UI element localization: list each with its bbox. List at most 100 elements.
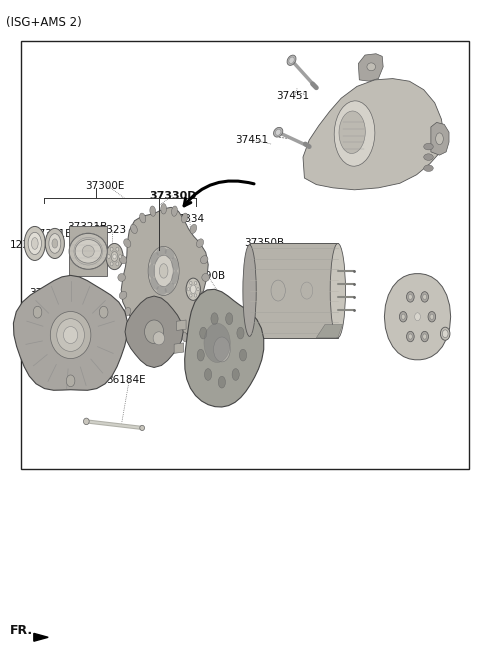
Ellipse shape — [111, 252, 118, 261]
Ellipse shape — [140, 332, 146, 342]
Polygon shape — [359, 54, 383, 81]
Ellipse shape — [330, 244, 346, 338]
Ellipse shape — [57, 319, 84, 351]
Ellipse shape — [50, 311, 91, 359]
Ellipse shape — [140, 425, 144, 430]
Polygon shape — [34, 633, 48, 641]
Ellipse shape — [276, 129, 281, 135]
Text: 37451: 37451 — [276, 91, 309, 101]
Ellipse shape — [120, 291, 127, 300]
Ellipse shape — [171, 271, 179, 284]
Ellipse shape — [49, 234, 61, 253]
Ellipse shape — [421, 331, 429, 342]
Text: 37342: 37342 — [401, 279, 434, 289]
Ellipse shape — [52, 239, 58, 248]
Polygon shape — [303, 79, 444, 190]
Ellipse shape — [161, 341, 167, 351]
Polygon shape — [125, 296, 183, 367]
Ellipse shape — [106, 244, 123, 269]
Polygon shape — [384, 274, 451, 360]
Ellipse shape — [211, 313, 218, 325]
Text: 37300E: 37300E — [85, 181, 124, 191]
Ellipse shape — [287, 55, 296, 66]
Ellipse shape — [186, 278, 200, 300]
Text: (ISG+AMS 2): (ISG+AMS 2) — [6, 16, 82, 29]
Polygon shape — [316, 325, 343, 338]
Ellipse shape — [423, 334, 427, 339]
Ellipse shape — [161, 204, 167, 214]
Ellipse shape — [424, 154, 433, 160]
Ellipse shape — [66, 375, 75, 387]
Ellipse shape — [28, 233, 41, 254]
Ellipse shape — [204, 369, 212, 380]
Ellipse shape — [430, 314, 434, 319]
Ellipse shape — [197, 350, 204, 361]
Ellipse shape — [140, 213, 146, 223]
Text: 37323: 37323 — [93, 225, 126, 235]
Ellipse shape — [443, 330, 448, 338]
Ellipse shape — [424, 143, 433, 150]
Ellipse shape — [428, 311, 436, 322]
Ellipse shape — [367, 63, 375, 71]
Ellipse shape — [201, 256, 208, 263]
Text: 37311E: 37311E — [33, 229, 72, 238]
Ellipse shape — [171, 206, 178, 216]
Ellipse shape — [204, 323, 230, 363]
Ellipse shape — [82, 246, 94, 257]
Ellipse shape — [196, 307, 204, 316]
Text: FR.: FR. — [10, 624, 33, 637]
Ellipse shape — [181, 213, 188, 223]
Ellipse shape — [165, 283, 174, 293]
Ellipse shape — [75, 240, 101, 263]
Ellipse shape — [226, 313, 233, 325]
Ellipse shape — [407, 292, 414, 302]
Ellipse shape — [232, 369, 239, 380]
Ellipse shape — [154, 255, 173, 286]
Ellipse shape — [69, 233, 108, 269]
Ellipse shape — [243, 245, 256, 336]
Ellipse shape — [408, 294, 412, 300]
Ellipse shape — [190, 321, 197, 330]
Polygon shape — [250, 244, 338, 338]
Ellipse shape — [144, 320, 164, 344]
Ellipse shape — [424, 165, 433, 171]
Ellipse shape — [415, 313, 420, 321]
Polygon shape — [69, 227, 108, 276]
Ellipse shape — [110, 262, 113, 266]
Ellipse shape — [131, 224, 137, 233]
Ellipse shape — [124, 239, 131, 248]
Ellipse shape — [187, 288, 190, 291]
Polygon shape — [431, 122, 449, 155]
Ellipse shape — [32, 238, 38, 250]
Ellipse shape — [113, 254, 116, 259]
Ellipse shape — [214, 337, 230, 362]
Ellipse shape — [274, 127, 283, 137]
Ellipse shape — [194, 281, 197, 284]
Ellipse shape — [33, 306, 42, 318]
Ellipse shape — [190, 224, 197, 233]
Ellipse shape — [197, 288, 199, 291]
Ellipse shape — [289, 57, 294, 64]
Ellipse shape — [108, 254, 110, 258]
Ellipse shape — [45, 229, 64, 258]
Ellipse shape — [153, 332, 165, 345]
Text: 36184E: 36184E — [107, 374, 146, 384]
Ellipse shape — [110, 247, 113, 251]
Ellipse shape — [423, 294, 427, 300]
Ellipse shape — [399, 311, 407, 322]
Ellipse shape — [191, 285, 196, 294]
Ellipse shape — [407, 331, 414, 342]
Ellipse shape — [124, 307, 131, 316]
Ellipse shape — [120, 256, 127, 263]
Bar — [22, 41, 469, 469]
Ellipse shape — [165, 248, 174, 260]
Ellipse shape — [237, 327, 244, 339]
Ellipse shape — [118, 273, 125, 281]
Ellipse shape — [200, 327, 207, 339]
Ellipse shape — [334, 101, 375, 166]
Ellipse shape — [63, 327, 78, 344]
Polygon shape — [185, 289, 264, 407]
Polygon shape — [174, 343, 184, 353]
Polygon shape — [121, 208, 208, 350]
Ellipse shape — [339, 111, 365, 154]
